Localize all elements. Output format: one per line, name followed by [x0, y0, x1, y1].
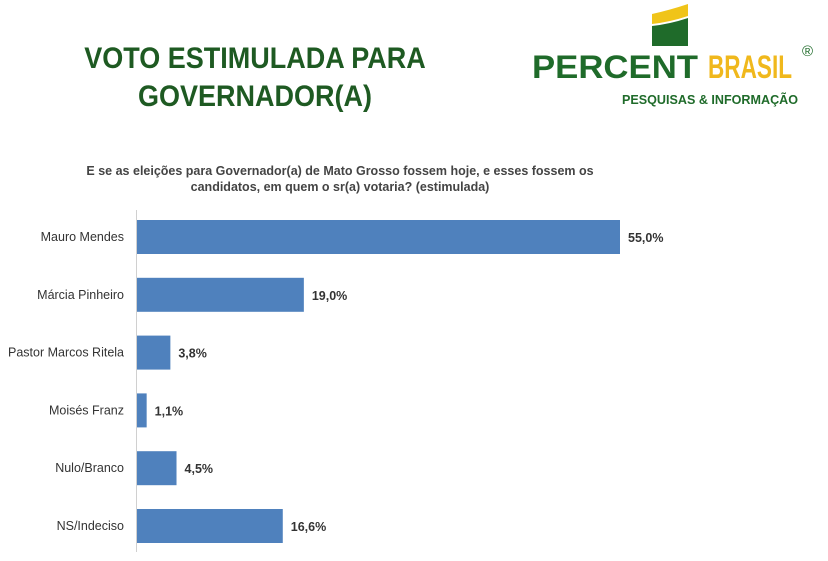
data-label: 3,8%: [178, 347, 207, 361]
bar: [137, 220, 620, 254]
bar: [137, 277, 304, 312]
logo-brand-part1: PERCENT: [532, 49, 698, 85]
title-line-1: VOTO ESTIMULADA PARA: [84, 42, 426, 75]
logo-registered-mark: ®: [802, 43, 813, 60]
category-label: Pastor Marcos Ritela: [8, 346, 124, 360]
chart-title-line-1: E se as eleições para Governador(a) de M…: [86, 164, 594, 178]
data-label: 55,0%: [628, 231, 663, 245]
data-label: 19,0%: [312, 289, 347, 303]
chart-title: E se as eleições para Governador(a) de M…: [60, 163, 620, 195]
bar: [137, 509, 283, 543]
logo-flag-icon: [652, 4, 688, 46]
category-label: Nulo/Branco: [55, 461, 124, 475]
title-line-2: GOVERNADOR(A): [138, 80, 372, 113]
category-label: Mauro Mendes: [41, 230, 124, 244]
logo-graphic: PERCENT BRASIL ® PESQUISAS & INFORMAÇÃO: [532, 4, 813, 107]
page-title: VOTO ESTIMULADA PARA GOVERNADOR(A): [62, 40, 449, 116]
category-label: NS/Indeciso: [57, 519, 124, 533]
bar: [137, 451, 177, 486]
category-label: Márcia Pinheiro: [37, 288, 124, 302]
chart-title-line-2: candidatos, em quem o sr(a) votaria? (es…: [190, 180, 490, 194]
data-label: 4,5%: [185, 462, 214, 476]
bar: [137, 393, 147, 428]
bar: [137, 335, 171, 370]
percentbrasil-logo: PERCENT BRASIL ® PESQUISAS & INFORMAÇÃO: [530, 0, 828, 112]
data-label: 1,1%: [155, 404, 184, 418]
logo-brand-part2: BRASIL: [708, 49, 792, 85]
category-label: Moisés Franz: [49, 403, 124, 417]
data-label: 16,6%: [291, 520, 326, 534]
logo-tagline: PESQUISAS & INFORMAÇÃO: [622, 92, 798, 107]
